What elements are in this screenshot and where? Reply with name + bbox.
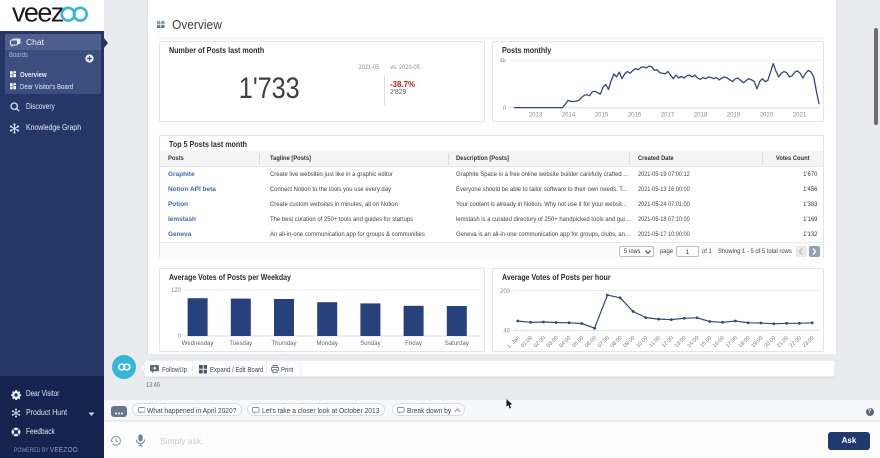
svg-text:10:00: 10:00	[635, 335, 649, 349]
svg-text:Tuesday: Tuesday	[229, 341, 252, 347]
svg-text:0: 0	[178, 334, 182, 340]
svg-text:13:00: 13:00	[674, 335, 688, 349]
svg-text:0: 0	[503, 106, 507, 112]
svg-text:08:00: 08:00	[610, 335, 624, 349]
svg-text:20:00: 20:00	[763, 335, 777, 349]
svg-text:2019: 2019	[727, 113, 741, 119]
svg-text:14:00: 14:00	[686, 335, 700, 349]
svg-text:22:00: 22:00	[789, 335, 803, 349]
svg-text:Saturday: Saturday	[445, 341, 469, 347]
svg-text:09:00: 09:00	[622, 335, 636, 349]
svg-text:16:00: 16:00	[712, 335, 726, 349]
svg-text:2018: 2018	[694, 113, 708, 119]
svg-text:2014: 2014	[562, 113, 576, 119]
svg-text:04:00: 04:00	[558, 335, 572, 349]
svg-text:21:00: 21:00	[776, 335, 790, 349]
svg-text:18:00: 18:00	[738, 335, 752, 349]
svg-text:Thursday: Thursday	[271, 341, 296, 347]
svg-text:Sunday: Sunday	[360, 341, 380, 347]
svg-text:02:00: 02:00	[533, 335, 547, 349]
svg-text:12:00: 12:00	[661, 335, 675, 349]
svg-text:19:00: 19:00	[750, 335, 764, 349]
svg-text:2015: 2015	[595, 113, 609, 119]
svg-text:2020: 2020	[760, 113, 774, 119]
svg-text:2013: 2013	[529, 113, 543, 119]
svg-text:11:00: 11:00	[648, 335, 662, 349]
svg-text:05:00: 05:00	[571, 335, 585, 349]
svg-text:120: 120	[171, 288, 182, 294]
svg-text:07:00: 07:00	[597, 335, 611, 349]
svg-text:2017: 2017	[661, 113, 675, 119]
svg-text:Friday: Friday	[405, 341, 422, 347]
svg-text:2016: 2016	[628, 113, 642, 119]
svg-text:06:00: 06:00	[584, 335, 598, 349]
svg-text:veez: veez	[12, 0, 64, 28]
svg-text:15:00: 15:00	[699, 335, 713, 349]
svg-text:1. Jan: 1. Jan	[506, 335, 521, 350]
svg-text:17:00: 17:00	[725, 335, 739, 349]
svg-text:01:00: 01:00	[520, 335, 534, 349]
svg-text:2021: 2021	[793, 113, 807, 119]
svg-text:Wednesday: Wednesday	[182, 341, 214, 347]
svg-text:03:00: 03:00	[546, 335, 560, 349]
svg-text:Monday: Monday	[317, 341, 338, 347]
svg-text:4k: 4k	[500, 59, 507, 65]
svg-text:40: 40	[503, 329, 510, 335]
svg-text:23:00: 23:00	[802, 335, 816, 349]
svg-text:200: 200	[500, 289, 511, 295]
